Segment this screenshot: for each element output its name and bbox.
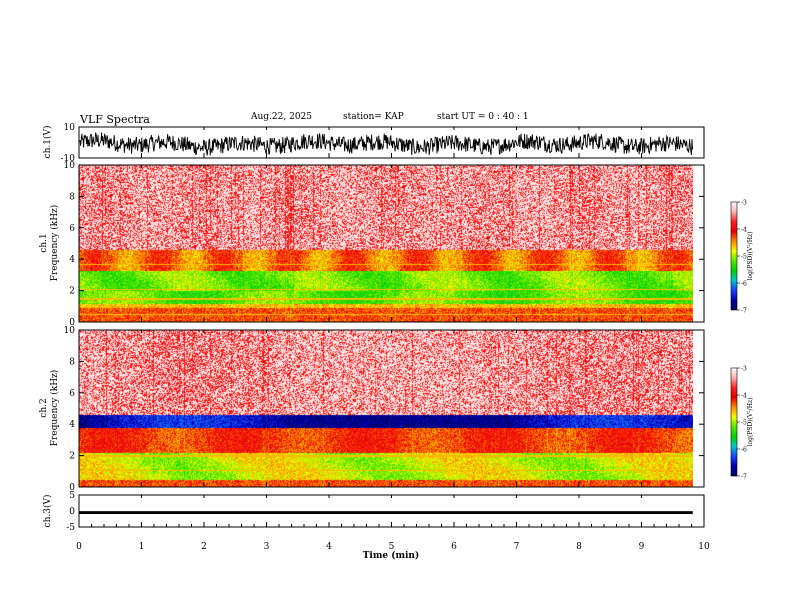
ch1-colorbar-tick-label-1: -4 [741,227,747,234]
time-tick-label-4: 4 [326,542,332,552]
time-tick-label-6: 6 [451,542,457,552]
ch3-tick-top: 5 [69,491,75,501]
time-tick-label-3: 3 [264,542,270,552]
ch2-spectrogram-ytick-label-4: 8 [69,357,75,367]
time-tick-label-9: 9 [639,542,645,552]
ch2-spectrogram-image [79,330,693,487]
ch2-colorbar-tick-label-2: -5 [741,420,747,427]
ch2-colorbar-tick-label-1: -4 [741,393,747,400]
ch2-spectrogram-ytick-label-0: 0 [69,483,75,493]
ch1-spectrogram-ytick-label-3: 6 [69,224,75,234]
ch1-spectrogram-ytick-label-1: 2 [69,287,75,297]
ch2-spectrogram-ytick-label-3: 6 [69,389,75,399]
ch2-spectrogram-panel: 0 2 4 6 8 10 ch.2 Frequency (kHz) [39,326,705,493]
ch1-colorbar-tick-label-3: -6 [741,281,747,288]
ch1-trace [79,131,694,156]
time-tick-label-10: 10 [698,542,710,552]
ch1-ylabel: ch.1(V) [42,126,53,159]
time-axis-label: Time (min) [363,550,420,561]
ch1-spectrogram-ytick-label-4: 8 [69,192,75,202]
ch2-colorbar-tick-label-4: -7 [741,474,747,481]
ch2-spectrogram-label-frequency: Frequency (kHz) [49,370,60,447]
ch3-tick-bottom: -5 [66,523,75,533]
ch1-spectrogram-label-frequency: Frequency (kHz) [49,205,60,282]
ch2-colorbar-tick-label-0: -3 [741,366,747,373]
time-tick-label-2: 2 [201,542,207,552]
ch1-tick-bottom: -10 [61,154,76,164]
time-tick-label-8: 8 [576,542,582,552]
ch1-colorbar-tick-label-0: -3 [741,200,747,207]
ch1-spectrogram-ytick-label-0: 0 [69,318,75,328]
ch2-spectrogram-ytick-label-2: 4 [69,420,75,430]
ch1-spectrogram-ticks: 0 2 4 6 8 10 [64,161,704,328]
time-tick-label-7: 7 [514,542,520,552]
ch1-spectrogram-ytick-label-2: 4 [69,255,75,265]
date-label: Aug.22, 2025 [251,112,312,122]
ch1-colorbar-tick-label-2: -5 [741,254,747,261]
ch2-spectrogram-ytick-label-5: 10 [64,326,76,336]
ch1-spectrogram-panel: 0 2 4 6 8 10 ch.1 Frequency (kHz) [39,161,705,328]
ch2-spectrogram-ytick-label-1: 2 [69,452,75,462]
ch1-tick-top: 10 [64,123,76,133]
start-time-label: start UT = 0 : 40 : 1 [437,112,529,122]
ch1-spectrogram-image [79,165,693,322]
ch2-colorbar-label: log(PSD)(V²/Hz) [747,398,754,447]
time-axis: 0 1 2 3 4 5 6 7 8 9 10 [76,127,710,552]
ch2-spectrogram-ticks: 0 2 4 6 8 10 [64,326,704,493]
ch1-spectrogram-ytick-label-5: 10 [64,161,76,171]
ch1-colorbar: -3 -4 -5 -6 -7 log(PSD)(V²/Hz) [730,200,754,315]
ch2-colorbar-bar [730,367,738,477]
station-label: station= KAP [343,112,404,122]
ch1-colorbar-bar [730,201,738,311]
ch2-colorbar: -3 -4 -5 -6 -7 log(PSD)(V²/Hz) [730,366,754,481]
time-tick-label-1: 1 [139,542,145,552]
ch2-colorbar-tick-label-3: -6 [741,447,747,454]
time-tick-label-0: 0 [76,542,82,552]
ch3-tick-middle: 0 [69,507,75,517]
figure-title: VLF Spectra [80,113,150,126]
time-tick-label-5: 5 [389,542,395,552]
ch2-spectrogram-label-channel: ch.2 [39,398,49,417]
ch1-spectrogram-label-channel: ch.1 [39,233,49,252]
ch1-colorbar-tick-label-4: -7 [741,308,747,315]
ch3-trace [79,511,693,515]
ch1-colorbar-label: log(PSD)(V²/Hz) [747,232,754,281]
ch3-ylabel: ch.3(V) [42,495,53,528]
